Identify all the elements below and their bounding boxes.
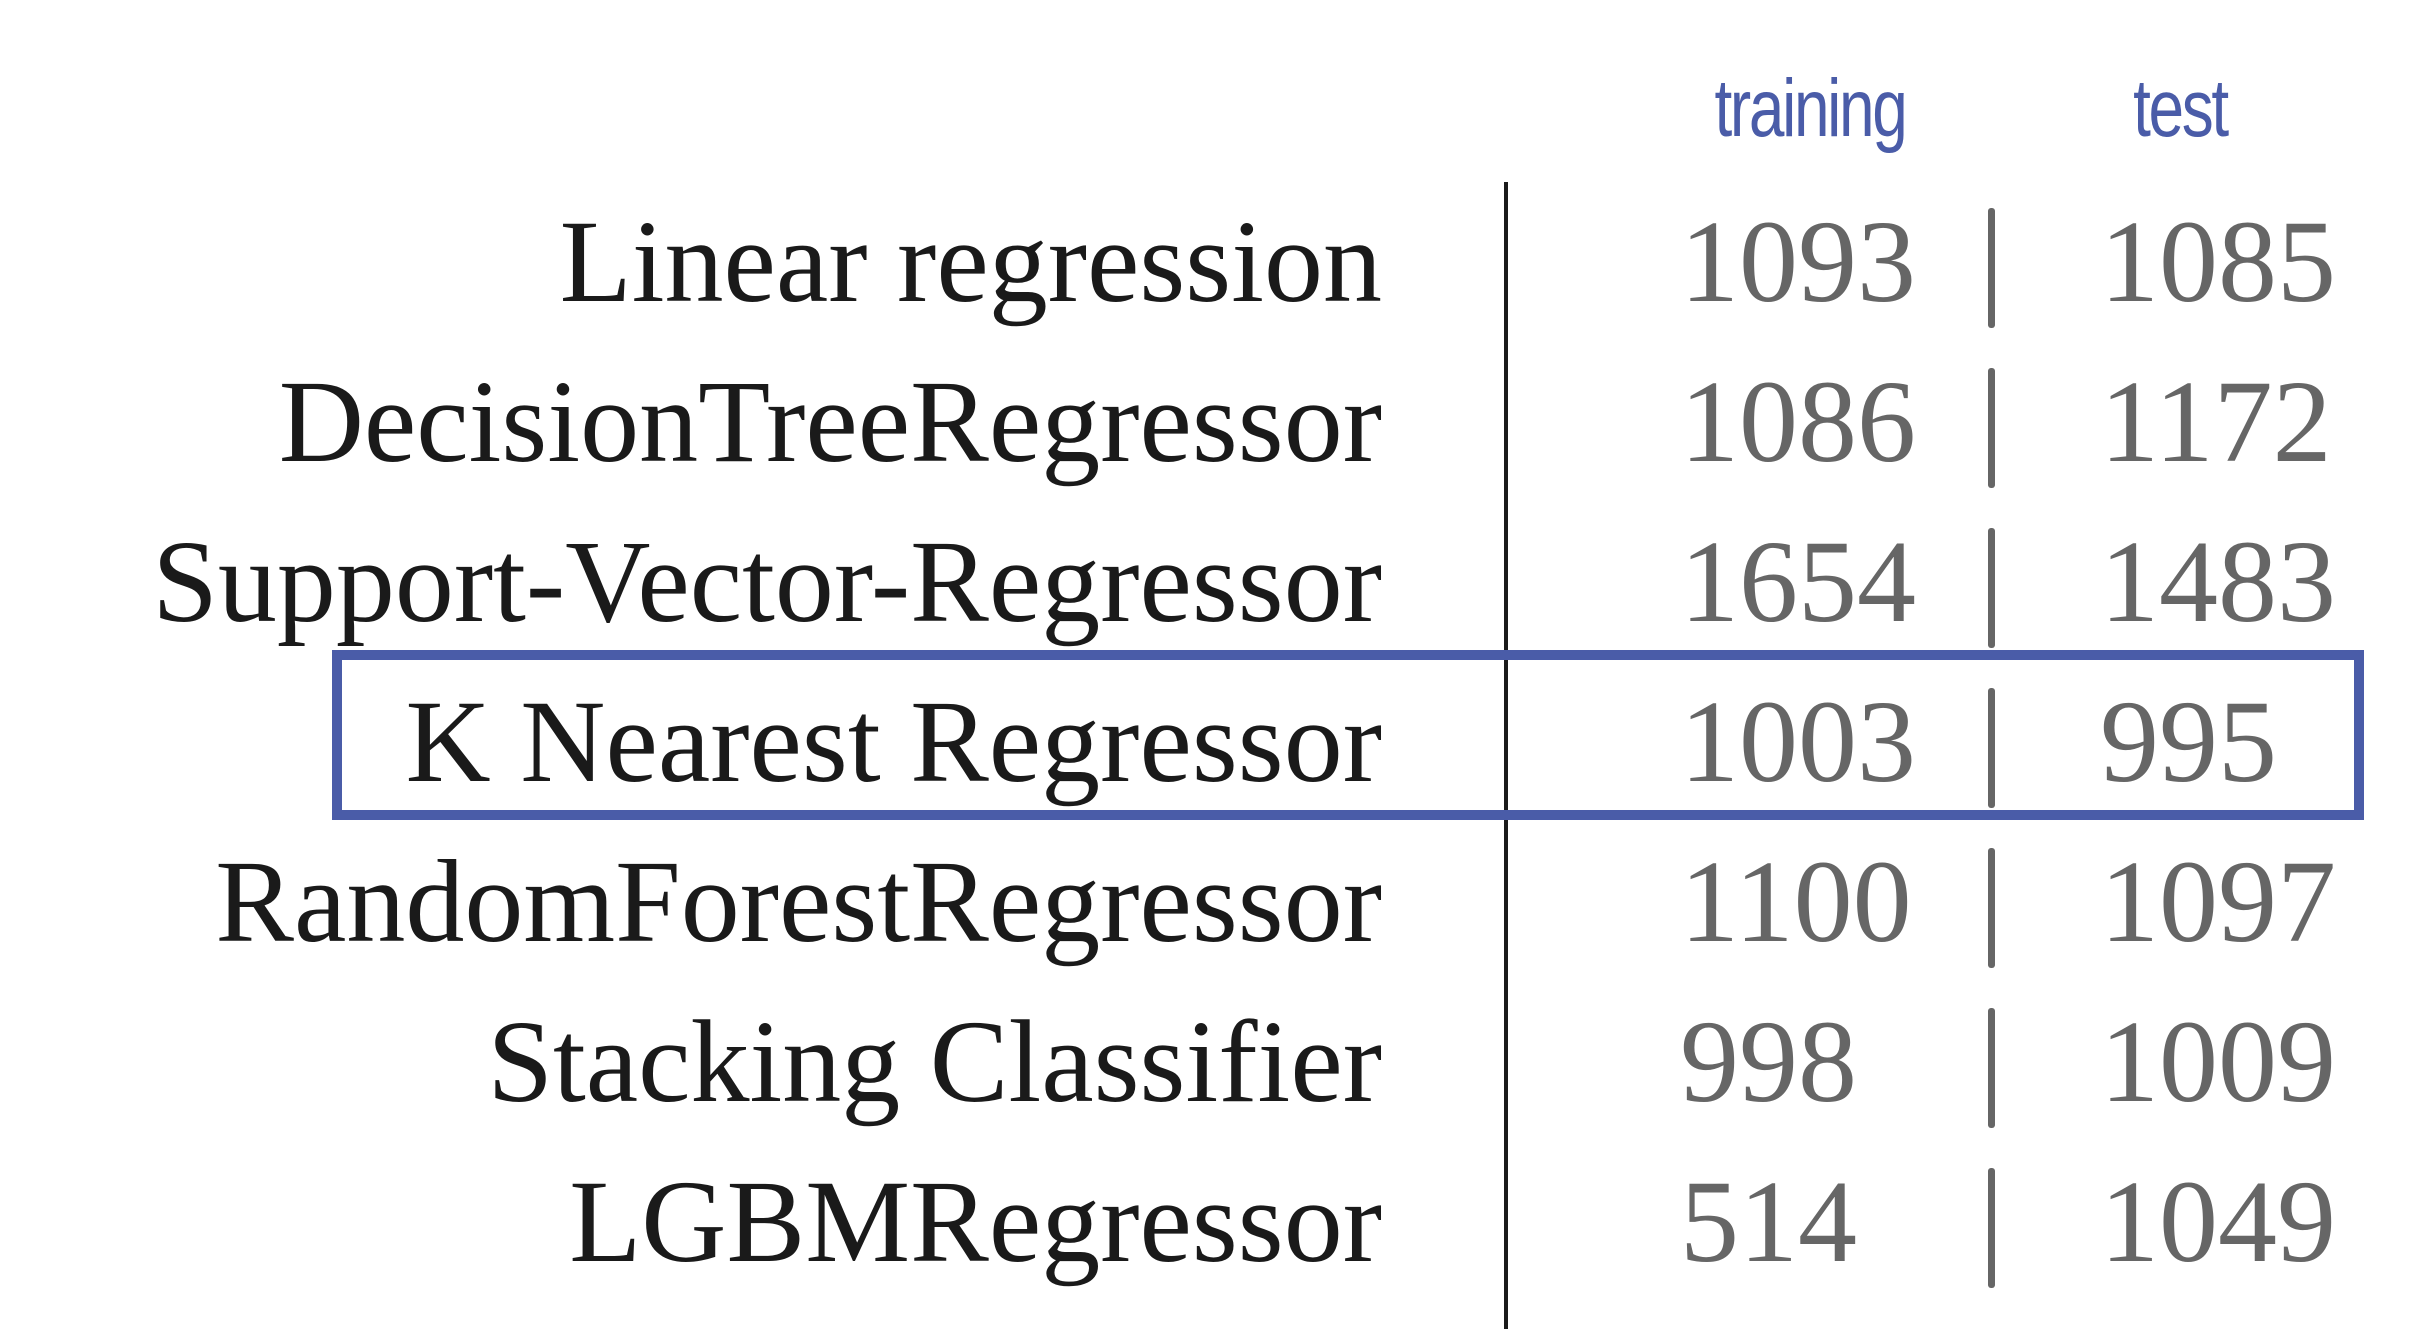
row-label: LGBMRegressor [569, 1156, 1382, 1287]
training-value: 998 [1680, 996, 1857, 1127]
label-divider-line [1504, 182, 1508, 1329]
training-value: 1003 [1680, 676, 1916, 807]
table-row: LGBMRegressor 514 1049 [0, 1142, 2427, 1302]
test-value: 1049 [2100, 1156, 2336, 1287]
test-value: 1172 [2100, 356, 2332, 487]
table-row: DecisionTreeRegressor 1086 1172 [0, 342, 2427, 502]
test-value: 995 [2100, 676, 2277, 807]
column-separator [1988, 1168, 1995, 1288]
training-value: 1086 [1680, 356, 1916, 487]
row-label: DecisionTreeRegressor [278, 356, 1382, 487]
column-separator [1988, 528, 1995, 648]
highlight-box [332, 650, 2364, 820]
training-value: 1100 [1680, 836, 1912, 967]
table-row: Linear regression 1093 1085 [0, 182, 2427, 342]
test-value: 1085 [2100, 196, 2336, 327]
training-value: 514 [1680, 1156, 1857, 1287]
column-separator [1988, 208, 1995, 328]
training-value: 1654 [1680, 516, 1916, 647]
column-header-test: test [2133, 63, 2229, 154]
column-separator [1988, 848, 1995, 968]
row-label: Stacking Classifier [487, 996, 1382, 1127]
row-label: Support-Vector-Regressor [152, 516, 1382, 647]
column-separator [1988, 1008, 1995, 1128]
row-label: RandomForestRegressor [215, 836, 1382, 967]
column-separator [1988, 688, 1995, 808]
row-label: Linear regression [559, 196, 1382, 327]
column-header-training: training [1714, 63, 1907, 154]
test-value: 1483 [2100, 516, 2336, 647]
test-value: 1097 [2100, 836, 2336, 967]
table-row: Stacking Classifier 998 1009 [0, 982, 2427, 1142]
table-row: Support-Vector-Regressor 1654 1483 [0, 502, 2427, 662]
test-value: 1009 [2100, 996, 2336, 1127]
training-value: 1093 [1680, 196, 1916, 327]
column-separator [1988, 368, 1995, 488]
table-row: K Nearest Regressor 1003 995 [0, 662, 2427, 822]
row-label: K Nearest Regressor [405, 676, 1382, 807]
table-row: RandomForestRegressor 1100 1097 [0, 822, 2427, 982]
